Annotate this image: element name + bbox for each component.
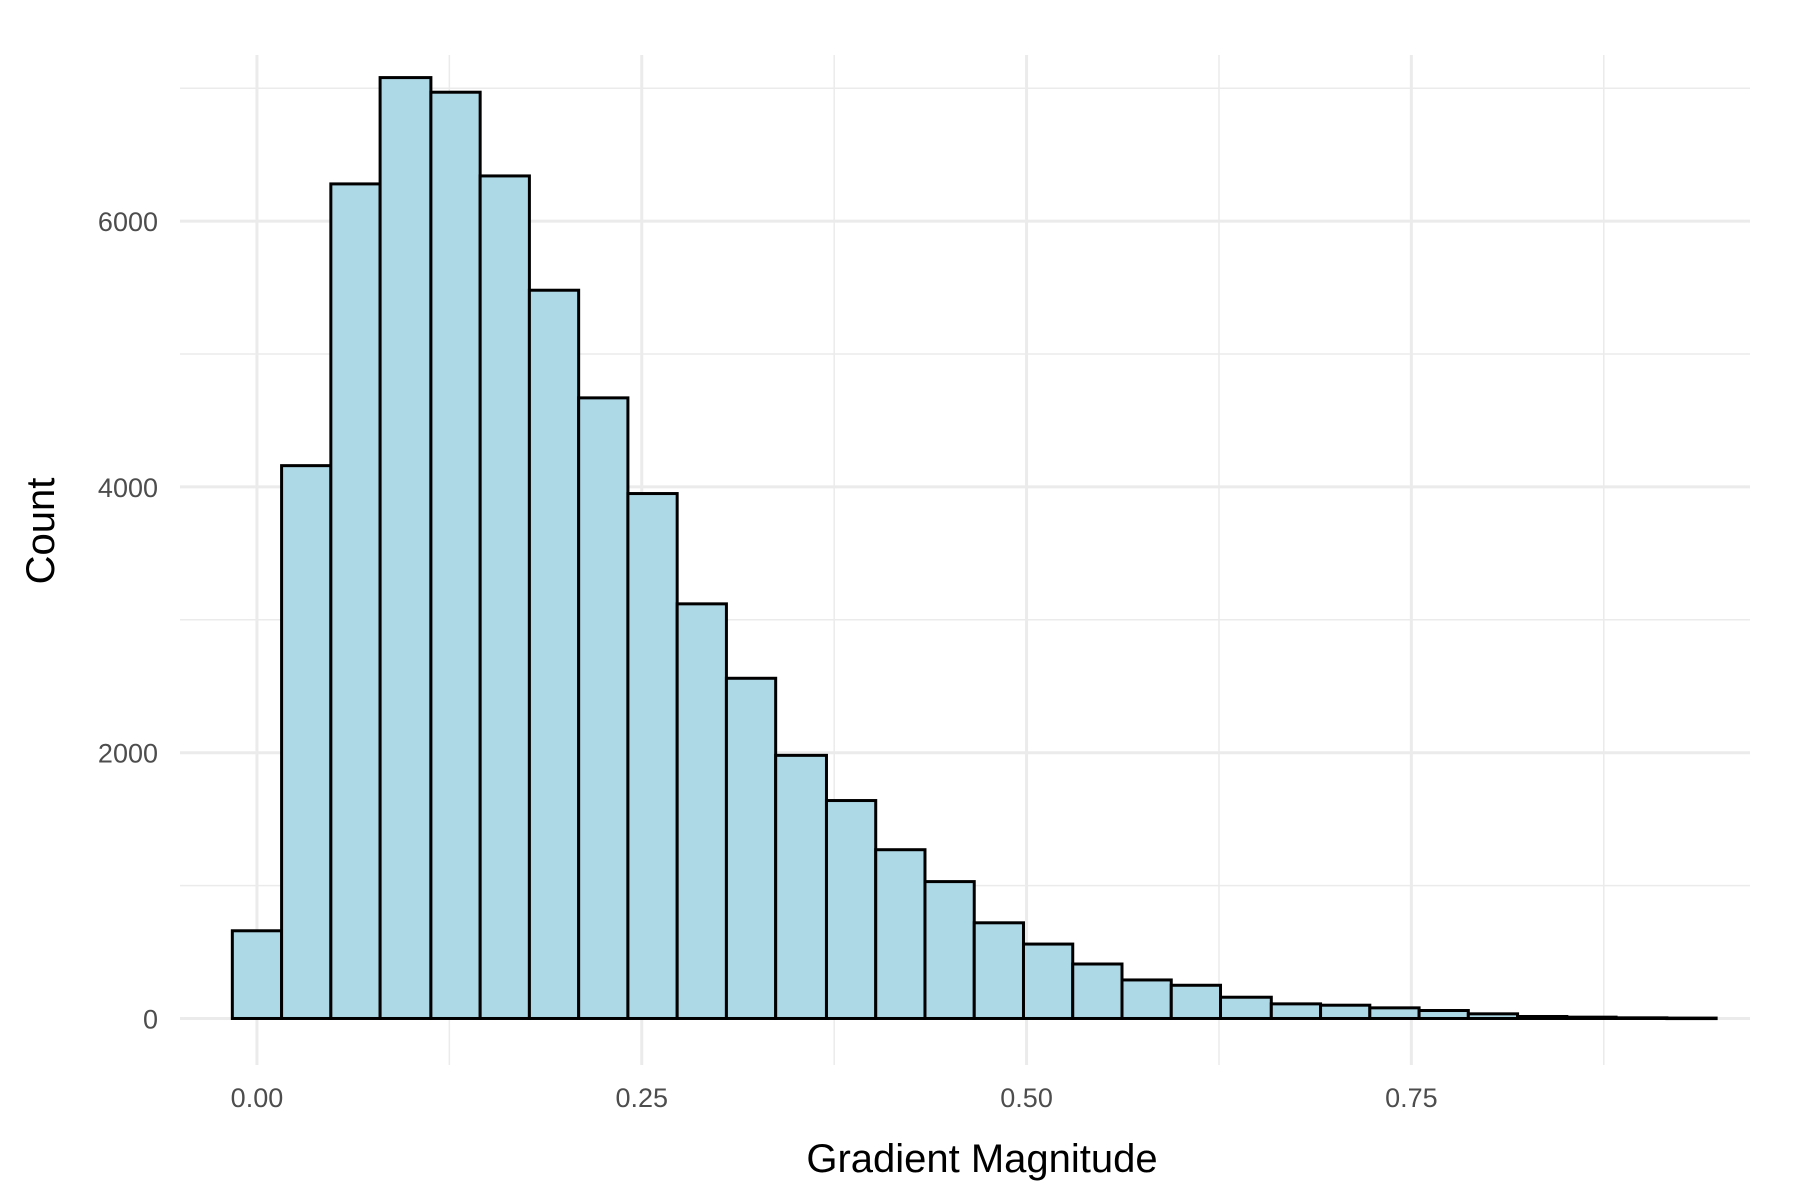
histogram-bar xyxy=(1319,1003,1372,1020)
histogram-bar xyxy=(1269,1002,1323,1020)
x-tick-label: 0.00 xyxy=(231,1083,284,1113)
histogram-bar xyxy=(280,464,333,1020)
histogram-bar xyxy=(774,753,828,1020)
y-tick-label: 6000 xyxy=(98,207,158,237)
histogram-bar xyxy=(874,848,927,1020)
histogram-bar xyxy=(724,676,778,1020)
x-axis-title: Gradient Magnitude xyxy=(806,1137,1157,1181)
histogram-bar xyxy=(972,921,1025,1020)
y-tick-label: 2000 xyxy=(98,739,158,769)
histogram-bar xyxy=(329,182,382,1020)
y-tick-label: 4000 xyxy=(98,473,158,503)
histogram-bar xyxy=(1071,962,1124,1020)
histogram-bar xyxy=(824,799,878,1020)
histogram-bar xyxy=(1169,983,1223,1020)
histogram-bar xyxy=(626,492,679,1020)
histogram-bar xyxy=(1417,1009,1470,1020)
histogram-bar xyxy=(1021,942,1075,1020)
histogram-bar xyxy=(1614,1016,1669,1020)
histogram-bar xyxy=(577,396,630,1020)
histogram-bar xyxy=(1120,978,1173,1020)
histogram-bar xyxy=(923,880,976,1020)
histogram-bar xyxy=(1219,995,1273,1020)
x-tick-label: 0.75 xyxy=(1385,1083,1438,1113)
histogram-bar xyxy=(1516,1014,1569,1020)
histogram-bar xyxy=(527,288,581,1020)
y-tick-label: 0 xyxy=(143,1004,158,1034)
histogram-bar xyxy=(1368,1006,1421,1020)
histogram-bar xyxy=(1565,1015,1618,1020)
histogram-bar xyxy=(230,929,284,1020)
histogram-bar xyxy=(478,174,531,1020)
histogram-bar xyxy=(378,76,433,1020)
x-tick-label: 0.25 xyxy=(615,1083,668,1113)
histogram-bar xyxy=(429,90,482,1020)
histogram-bar xyxy=(1466,1012,1520,1020)
histogram-bar xyxy=(1665,1016,1718,1021)
y-axis-tick-labels: 0 2000 4000 6000 xyxy=(98,207,158,1034)
histogram-bars xyxy=(230,76,1718,1021)
y-axis-title: Count xyxy=(19,478,63,585)
x-tick-label: 0.50 xyxy=(1000,1083,1053,1113)
x-axis-tick-labels: 0.00 0.25 0.50 0.75 xyxy=(231,1083,1438,1113)
histogram-bar xyxy=(675,602,728,1020)
